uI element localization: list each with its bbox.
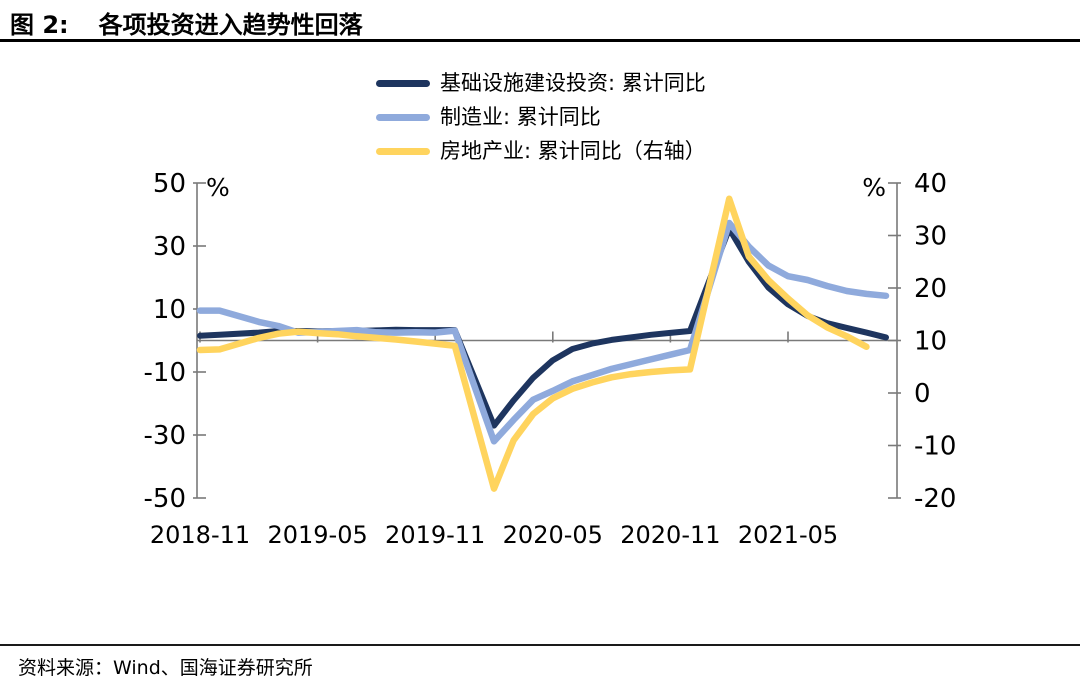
x-axis-tick-label: 2020-11 [620, 521, 720, 549]
legend-line-swatch [376, 147, 430, 155]
legend-line-swatch [376, 79, 430, 87]
data-source-note: 资料来源：Wind、国海证券研究所 [18, 657, 313, 679]
series-line-real-estate [196, 195, 870, 492]
left-axis-tick-label: 50 [153, 169, 186, 199]
x-axis-tick-label: 2019-05 [267, 521, 367, 549]
right-axis-tick-label: -10 [914, 432, 956, 462]
left-axis-unit-label: % [206, 173, 230, 202]
x-axis-tick-label: 2019-11 [385, 521, 485, 549]
title-underline [0, 39, 1080, 42]
right-axis-tick-label: 40 [914, 169, 947, 199]
figure-title: 图 2: 各项投资进入趋势性回落 [10, 5, 363, 40]
figure-number-label: 图 2: [10, 11, 69, 39]
x-axis-tick-label: 2018-11 [150, 521, 250, 549]
legend-line-swatch [376, 113, 430, 121]
right-axis-tick-label: 20 [914, 274, 947, 304]
right-axis-tick-label: 0 [914, 379, 931, 409]
footer-divider [0, 644, 1080, 646]
x-axis-tick-label: 2020-05 [503, 521, 603, 549]
left-axis-tick-label: -50 [144, 484, 186, 514]
right-axis-tick-label: -20 [914, 484, 956, 514]
legend-item-infrastructure: 基础设施建设投资: 累计同比 [376, 66, 706, 100]
legend-item-real-estate: 房地产业: 累计同比（右轴） [376, 134, 706, 168]
chart-legend: 基础设施建设投资: 累计同比 制造业: 累计同比 房地产业: 累计同比（右轴） [376, 66, 706, 168]
x-axis-tick-label: 2021-05 [738, 521, 838, 549]
right-axis-tick-label: 30 [914, 222, 947, 252]
figure-title-text: 各项投资进入趋势性回落 [98, 11, 363, 39]
left-axis-tick-label: 30 [153, 232, 186, 262]
legend-label: 基础设施建设投资: 累计同比 [440, 70, 706, 95]
legend-label: 制造业: 累计同比 [440, 104, 601, 129]
legend-label: 房地产业: 累计同比（右轴） [440, 138, 706, 163]
left-axis-tick-label: 10 [153, 295, 186, 325]
right-axis-tick-label: 10 [914, 327, 947, 357]
legend-item-manufacturing: 制造业: 累计同比 [376, 100, 706, 134]
right-axis-unit-label: % [862, 173, 886, 202]
left-axis-tick-label: -10 [144, 358, 186, 388]
left-axis-tick-label: -30 [144, 421, 186, 451]
